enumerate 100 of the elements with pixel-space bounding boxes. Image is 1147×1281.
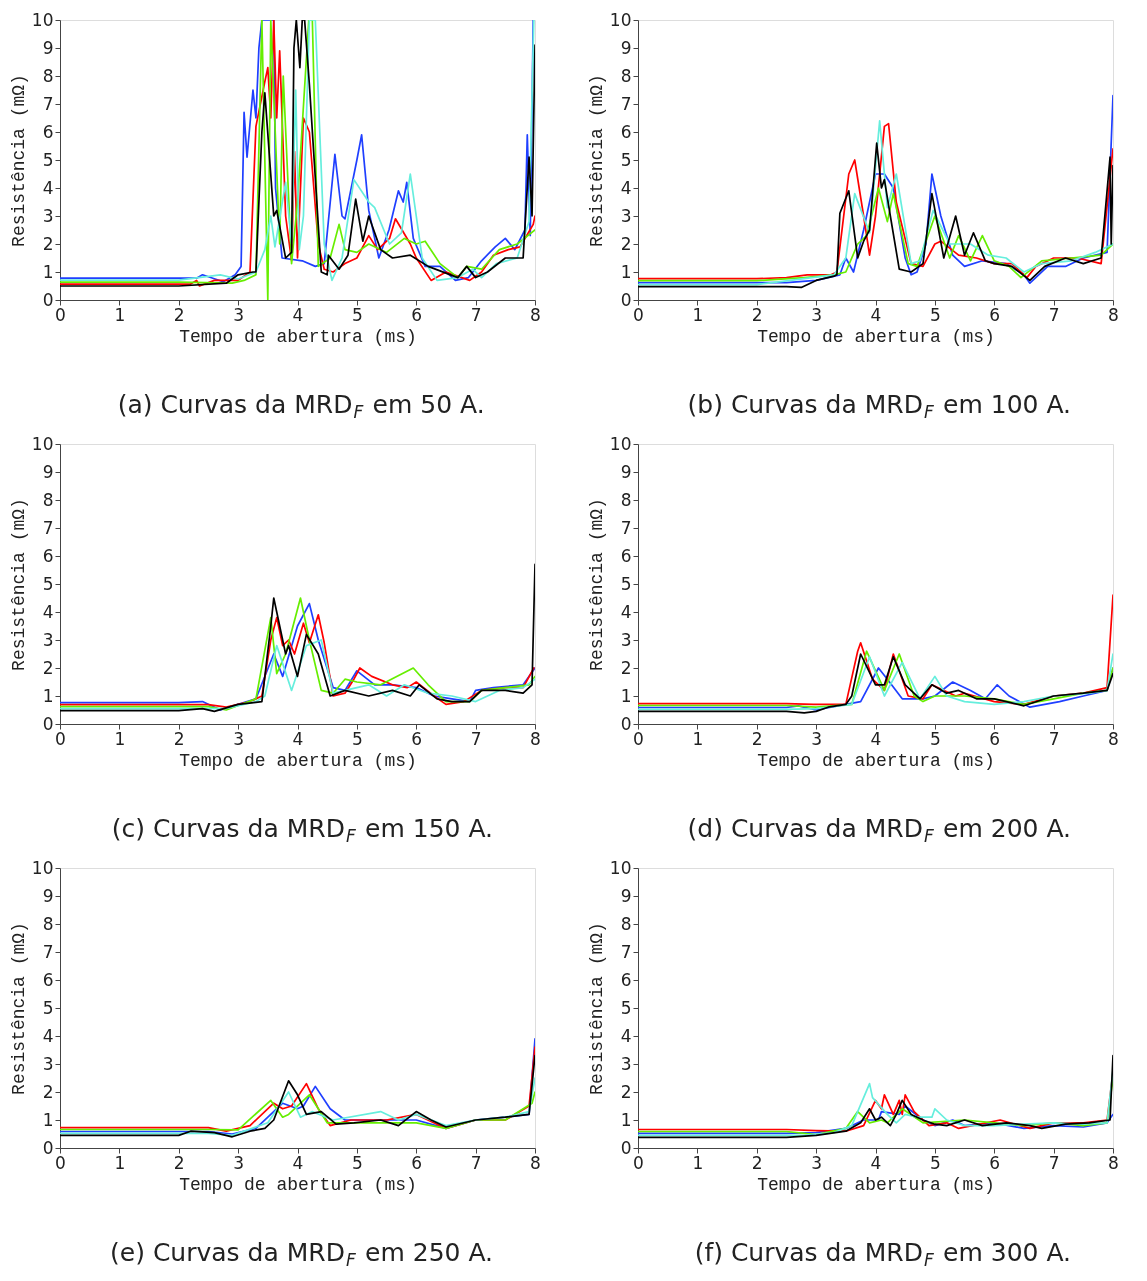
x-tick-label: 2 (173, 304, 185, 325)
y-tick-label: 9 (620, 37, 632, 58)
x-axis-title: Tempo de abertura (ms) (179, 750, 417, 771)
y-tick-label: 7 (42, 517, 54, 538)
x-tick-label: 1 (692, 304, 704, 325)
x-tick-label: 3 (811, 728, 823, 749)
y-tick-label: 3 (42, 205, 54, 226)
y-tick-label: 7 (42, 93, 54, 114)
x-tick-label: 7 (1048, 304, 1060, 325)
y-tick-label: 0 (42, 289, 54, 310)
y-tick-label: 10 (31, 433, 54, 454)
x-tick-label: 5 (929, 1152, 941, 1173)
x-tick-label: 1 (114, 728, 126, 749)
y-tick-label: 2 (620, 657, 632, 678)
y-axis-title: Resistência (mΩ) (8, 498, 29, 671)
y-axis-title: Resistência (mΩ) (8, 74, 29, 247)
y-tick-label: 0 (620, 713, 632, 734)
y-tick-label: 0 (42, 1137, 54, 1158)
y-tick-label: 2 (620, 233, 632, 254)
line-series (60, 639, 535, 710)
y-tick-label: 5 (620, 997, 632, 1018)
y-tick-label: 1 (42, 261, 54, 282)
y-tick-label: 5 (620, 149, 632, 170)
y-tick-label: 7 (620, 517, 632, 538)
x-tick-label: 3 (811, 1152, 823, 1173)
x-tick-label: 3 (811, 304, 823, 325)
y-axis-title: Resistência (mΩ) (8, 922, 29, 1095)
x-axis-title: Tempo de abertura (ms) (179, 326, 417, 347)
x-tick-label: 8 (1108, 1152, 1119, 1173)
y-tick-label: 4 (620, 601, 632, 622)
x-tick-label: 8 (530, 1152, 541, 1173)
y-tick-label: 2 (42, 1081, 54, 1102)
x-tick-label: 2 (751, 728, 763, 749)
y-tick-label: 4 (620, 1025, 632, 1046)
line-series (638, 187, 1113, 282)
y-tick-label: 0 (620, 289, 632, 310)
y-tick-label: 3 (620, 205, 632, 226)
x-tick-label: 6 (411, 304, 423, 325)
x-tick-label: 6 (989, 304, 1001, 325)
y-tick-label: 8 (42, 489, 54, 510)
y-tick-label: 1 (620, 261, 632, 282)
x-tick-label: 1 (692, 1152, 704, 1173)
y-tick-label: 4 (620, 177, 632, 198)
y-tick-label: 6 (42, 969, 54, 990)
x-tick-label: 4 (292, 1152, 304, 1173)
x-tick-label: 5 (929, 728, 941, 749)
y-axis-title: Resistência (mΩ) (586, 498, 607, 671)
x-axis-title: Tempo de abertura (ms) (179, 1174, 417, 1195)
y-tick-label: 7 (620, 93, 632, 114)
x-tick-label: 4 (292, 728, 304, 749)
y-tick-label: 4 (42, 1025, 54, 1046)
y-tick-label: 2 (42, 233, 54, 254)
y-tick-label: 7 (620, 941, 632, 962)
y-tick-label: 9 (620, 461, 632, 482)
x-tick-label: 3 (233, 728, 245, 749)
x-tick-label: 6 (989, 1152, 1001, 1173)
x-tick-label: 1 (114, 1152, 126, 1173)
y-tick-label: 10 (31, 9, 54, 30)
x-tick-label: 2 (751, 304, 763, 325)
y-tick-label: 5 (42, 149, 54, 170)
y-tick-label: 6 (620, 545, 632, 566)
line-series (638, 142, 1113, 289)
y-tick-label: 4 (42, 601, 54, 622)
x-axis-title: Tempo de abertura (ms) (757, 326, 995, 347)
y-tick-label: 6 (620, 121, 632, 142)
x-tick-label: 8 (530, 728, 541, 749)
x-tick-label: 4 (870, 304, 882, 325)
y-tick-label: 8 (620, 913, 632, 934)
x-tick-label: 6 (989, 728, 1001, 749)
y-tick-label: 5 (42, 997, 54, 1018)
x-tick-label: 1 (114, 304, 126, 325)
x-axis-title: Tempo de abertura (ms) (757, 750, 995, 771)
y-tick-label: 3 (42, 1053, 54, 1074)
y-tick-label: 8 (620, 65, 632, 86)
line-series (638, 1054, 1113, 1139)
y-tick-label: 9 (42, 885, 54, 906)
x-tick-label: 5 (929, 304, 941, 325)
y-tick-label: 1 (620, 1109, 632, 1130)
x-tick-label: 2 (173, 1152, 185, 1173)
x-tick-label: 8 (530, 304, 541, 325)
y-tick-label: 10 (609, 433, 632, 454)
x-tick-label: 3 (233, 304, 245, 325)
y-tick-label: 5 (42, 573, 54, 594)
y-tick-label: 3 (620, 1053, 632, 1074)
x-tick-label: 8 (1108, 304, 1119, 325)
x-tick-label: 4 (870, 1152, 882, 1173)
x-tick-label: 7 (470, 1152, 482, 1173)
y-tick-label: 10 (609, 857, 632, 878)
line-series (60, 1091, 535, 1131)
y-tick-label: 9 (620, 885, 632, 906)
y-tick-label: 5 (620, 573, 632, 594)
x-tick-label: 3 (233, 1152, 245, 1173)
y-tick-label: 0 (620, 1137, 632, 1158)
y-tick-label: 6 (620, 969, 632, 990)
y-tick-label: 0 (42, 713, 54, 734)
x-tick-label: 7 (470, 728, 482, 749)
x-tick-label: 5 (351, 728, 363, 749)
x-tick-label: 6 (411, 728, 423, 749)
y-tick-label: 8 (620, 489, 632, 510)
y-tick-label: 3 (620, 629, 632, 650)
